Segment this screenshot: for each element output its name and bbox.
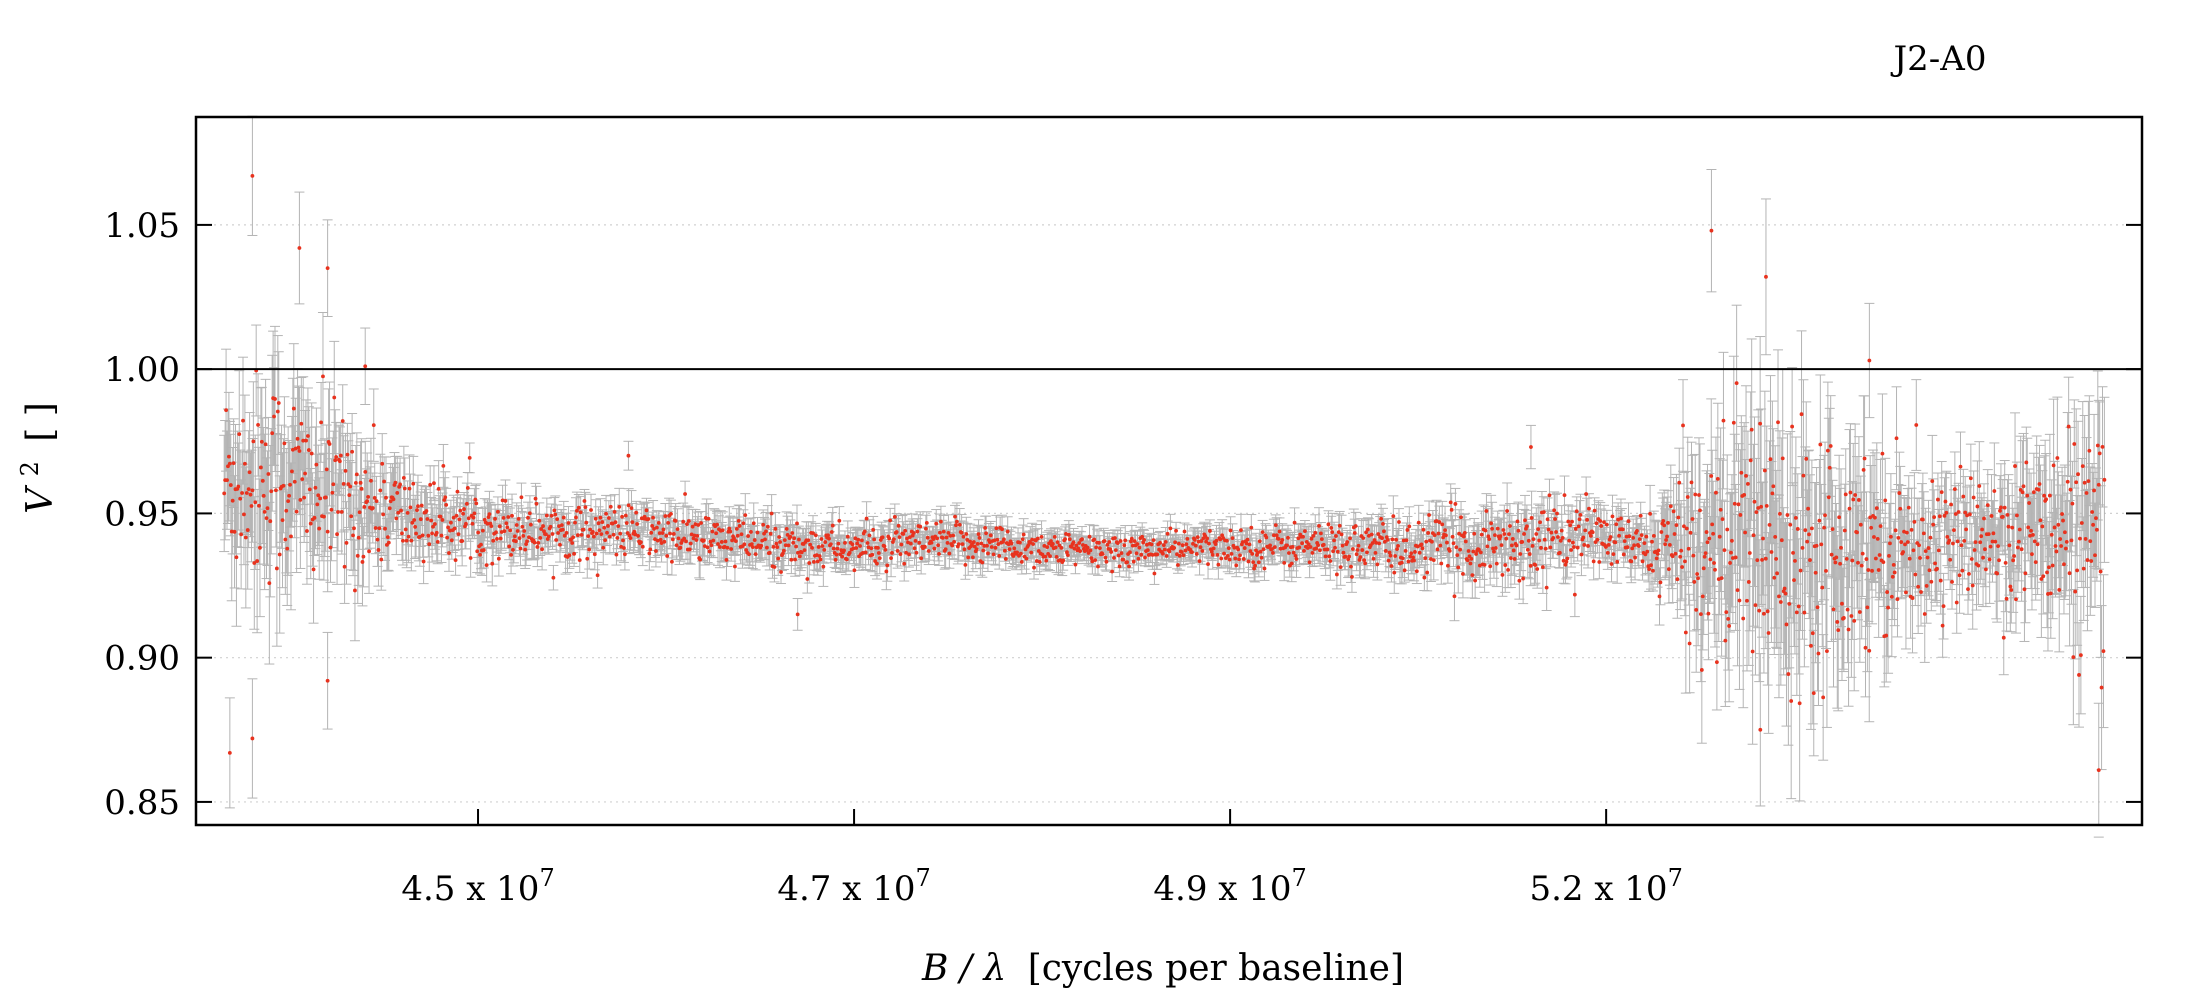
chart: 4.5 x 107 4.7 x 107 4.9 x 107 5.2 x 107 0.8… [16, 39, 2144, 989]
